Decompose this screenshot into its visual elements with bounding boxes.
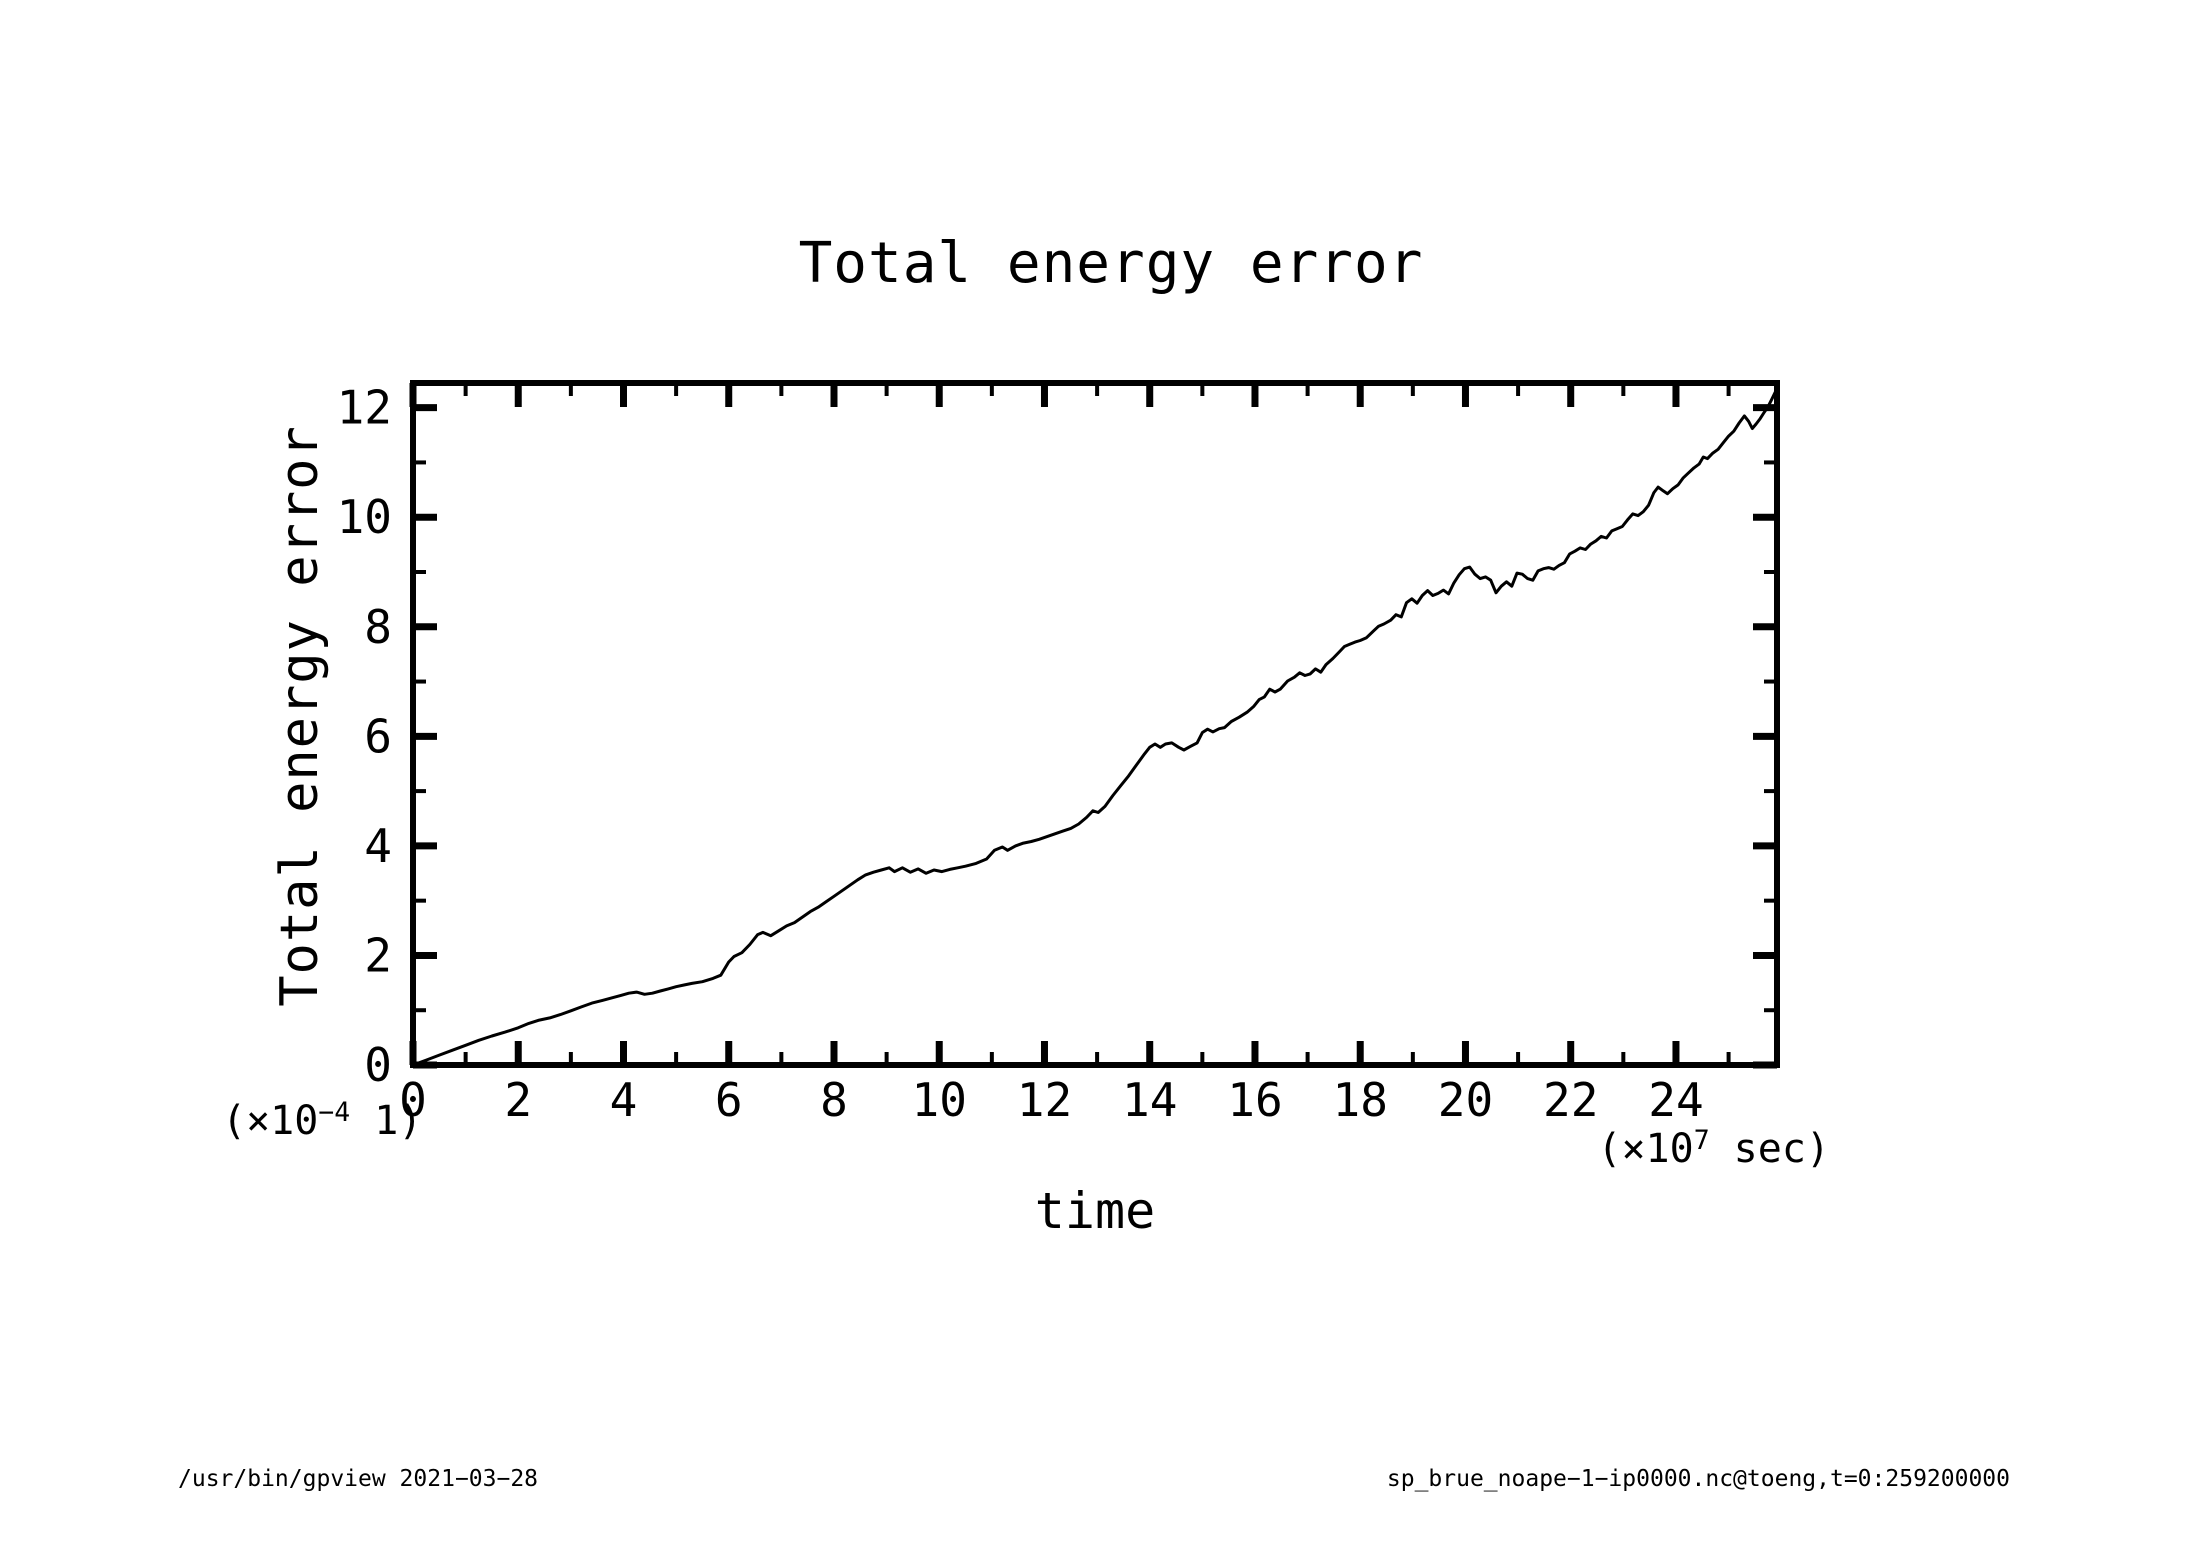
y-tick-label: 8: [364, 600, 392, 654]
x-tick-label: 20: [1438, 1073, 1493, 1127]
footer-command-and-date: /usr/bin/gpview 2021−03−28: [178, 1466, 539, 1492]
plot-frame: [410, 380, 1780, 1068]
y-tick-label: 4: [364, 819, 392, 873]
energy-error-curve: [411, 387, 1779, 1067]
x-tick-label: 2: [504, 1073, 532, 1127]
x-unit-exponent: 7: [1693, 1125, 1710, 1156]
y-tick-label: 0: [364, 1038, 392, 1092]
footer-source-file: sp_brue_noape−1−ip0000.nc@toeng,t=0:2592…: [1386, 1466, 2010, 1492]
x-tick-label: 0: [399, 1073, 427, 1127]
x-tick-label: 12: [1017, 1073, 1072, 1127]
x-tick-label: 18: [1333, 1073, 1388, 1127]
chart-title: Total energy error: [798, 231, 1424, 296]
y-tick-label: 10: [337, 490, 392, 544]
x-tick-label: 10: [912, 1073, 967, 1127]
x-tick-label: 24: [1648, 1073, 1703, 1127]
y-tick-label: 2: [364, 928, 392, 982]
x-axis-title: time: [1034, 1182, 1156, 1240]
x-tick-label: 14: [1122, 1073, 1177, 1127]
x-tick-label: 8: [820, 1073, 848, 1127]
x-tick-label: 16: [1227, 1073, 1282, 1127]
y-axis-unit-annotation: (×10−4 1): [222, 1097, 423, 1145]
x-tick-label: 6: [715, 1073, 743, 1127]
y-tick-label: 6: [364, 709, 392, 763]
y-unit-exponent: −4: [318, 1097, 351, 1128]
x-tick-label: 4: [610, 1073, 638, 1127]
x-axis-unit-annotation: (×107 sec): [1597, 1125, 1830, 1173]
y-tick-label: 12: [337, 381, 392, 435]
x-tick-label: 22: [1543, 1073, 1598, 1127]
